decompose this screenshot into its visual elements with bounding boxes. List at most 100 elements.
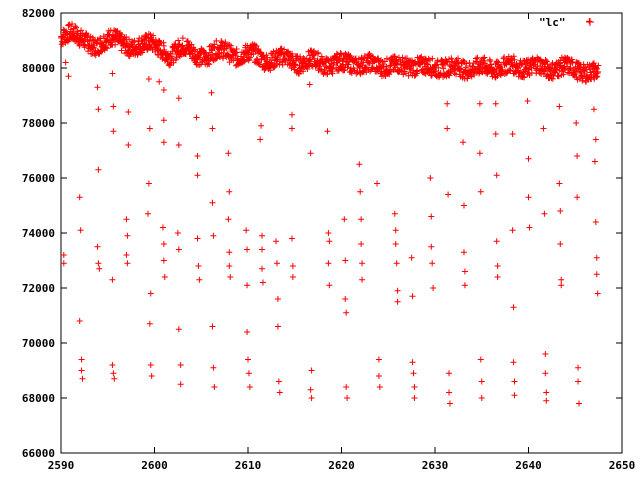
data-point <box>94 84 101 91</box>
data-point <box>195 263 202 269</box>
data-point <box>575 378 582 385</box>
data-point <box>205 60 212 67</box>
data-point <box>392 64 399 71</box>
data-point <box>494 263 501 269</box>
data-point <box>377 64 384 71</box>
data-point <box>510 304 517 311</box>
axis-ticks: 2590 2600 2610 2620 2630 2640 2650 66000 68000 70… <box>22 7 635 472</box>
data-point <box>509 131 516 137</box>
data-point <box>246 384 253 390</box>
data-point <box>524 98 531 104</box>
x-tick-label: 2650 <box>609 459 636 472</box>
data-point <box>326 282 333 289</box>
data-point <box>593 271 600 278</box>
data-point <box>226 263 233 269</box>
data-point <box>110 128 117 135</box>
data-point <box>575 400 582 407</box>
data-point <box>315 49 322 56</box>
data-point <box>549 75 556 82</box>
data-point <box>521 74 528 81</box>
data-point <box>429 55 436 62</box>
data-point <box>274 296 281 302</box>
data-point <box>307 386 314 393</box>
data-point <box>209 323 216 330</box>
data-point <box>511 378 518 385</box>
data-point <box>557 241 564 247</box>
data-point <box>383 63 390 70</box>
data-point <box>591 158 598 165</box>
data-point <box>455 55 462 62</box>
data-point <box>476 150 483 157</box>
data-point <box>557 57 564 64</box>
data-point <box>146 125 153 132</box>
x-tick-label: 2630 <box>422 459 449 472</box>
data-point <box>392 227 399 234</box>
data-point <box>245 370 252 377</box>
data-point <box>211 384 218 390</box>
data-point <box>421 70 428 77</box>
data-point <box>325 260 332 267</box>
data-point <box>427 175 434 181</box>
data-point <box>356 161 363 168</box>
data-point <box>118 47 125 54</box>
data-point <box>60 252 67 258</box>
data-point <box>123 34 130 41</box>
data-point <box>592 136 599 143</box>
data-point <box>556 180 563 187</box>
legend-label: "lc" <box>539 16 566 29</box>
data-point <box>573 120 580 126</box>
data-point <box>288 111 295 118</box>
data-point <box>360 59 367 66</box>
data-point <box>329 66 336 73</box>
data-point <box>259 279 266 286</box>
data-point <box>109 276 116 283</box>
data-point <box>170 59 177 66</box>
data-point <box>463 60 470 67</box>
data-point <box>592 219 599 225</box>
data-point <box>308 62 315 69</box>
data-point <box>337 50 344 57</box>
data-point <box>62 59 69 66</box>
data-point <box>160 241 167 247</box>
data-point <box>95 106 102 113</box>
data-point <box>358 216 365 223</box>
legend: "lc" <box>539 16 594 29</box>
data-point <box>125 109 132 115</box>
data-point <box>226 188 233 195</box>
data-point <box>593 254 600 261</box>
data-point <box>156 78 163 85</box>
data-point <box>557 208 564 214</box>
data-point <box>435 64 442 71</box>
data-point <box>258 122 265 129</box>
data-point <box>294 53 301 60</box>
data-point <box>358 241 365 247</box>
data-point <box>478 395 485 401</box>
data-point <box>487 57 494 64</box>
y-tick-label: 70000 <box>22 337 55 350</box>
data-point <box>106 32 113 39</box>
data-point <box>177 362 184 368</box>
data-point <box>526 224 533 231</box>
data-point <box>461 268 468 275</box>
data-point <box>511 392 518 399</box>
y-tick-label: 78000 <box>22 117 55 130</box>
data-point <box>194 172 201 179</box>
y-tick-label: 66000 <box>22 447 55 460</box>
data-point <box>461 282 468 289</box>
data-point <box>391 210 398 217</box>
data-point <box>60 260 67 267</box>
data-point <box>69 21 76 28</box>
data-point <box>276 389 283 396</box>
data-point <box>273 238 280 245</box>
data-point <box>209 125 216 132</box>
data-point <box>542 351 549 357</box>
data-point <box>291 66 298 73</box>
data-point <box>507 67 514 74</box>
data-point <box>78 356 85 363</box>
data-point <box>357 188 364 195</box>
data-point <box>345 61 352 68</box>
data-point <box>342 296 349 302</box>
data-points <box>58 18 602 407</box>
data-point <box>586 18 593 25</box>
data-point <box>444 100 451 107</box>
